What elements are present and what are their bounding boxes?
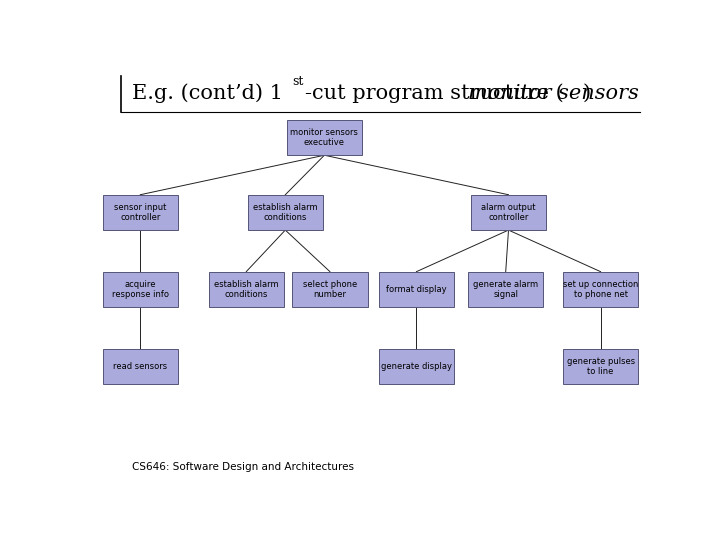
Text: establish alarm
conditions: establish alarm conditions (253, 202, 318, 222)
FancyBboxPatch shape (471, 195, 546, 230)
Text: st: st (292, 75, 303, 88)
Text: set up connection
to phone net: set up connection to phone net (563, 280, 638, 299)
FancyBboxPatch shape (287, 120, 362, 155)
FancyBboxPatch shape (468, 272, 544, 307)
Text: establish alarm
conditions: establish alarm conditions (214, 280, 279, 299)
Text: alarm output
controller: alarm output controller (481, 202, 536, 222)
FancyBboxPatch shape (292, 272, 368, 307)
Text: E.g. (cont’d) 1: E.g. (cont’d) 1 (132, 83, 283, 103)
Text: -cut program structure (: -cut program structure ( (305, 83, 564, 103)
Text: ): ) (582, 84, 591, 103)
FancyBboxPatch shape (102, 195, 178, 230)
Text: generate pulses
to line: generate pulses to line (567, 356, 634, 376)
Text: generate display: generate display (381, 362, 452, 371)
FancyBboxPatch shape (248, 195, 323, 230)
FancyBboxPatch shape (563, 272, 638, 307)
FancyBboxPatch shape (563, 349, 638, 384)
FancyBboxPatch shape (209, 272, 284, 307)
Text: monitor sensors
executive: monitor sensors executive (290, 128, 359, 147)
FancyBboxPatch shape (379, 272, 454, 307)
Text: format display: format display (386, 285, 446, 294)
Text: acquire
response info: acquire response info (112, 280, 168, 299)
FancyBboxPatch shape (102, 272, 178, 307)
Text: read sensors: read sensors (113, 362, 167, 371)
Text: generate alarm
signal: generate alarm signal (473, 280, 539, 299)
Text: monitor sensors: monitor sensors (468, 84, 639, 103)
FancyBboxPatch shape (102, 349, 178, 384)
Text: select phone
number: select phone number (303, 280, 357, 299)
Text: CS646: Software Design and Architectures: CS646: Software Design and Architectures (132, 462, 354, 472)
FancyBboxPatch shape (379, 349, 454, 384)
Text: sensor input
controller: sensor input controller (114, 202, 166, 222)
